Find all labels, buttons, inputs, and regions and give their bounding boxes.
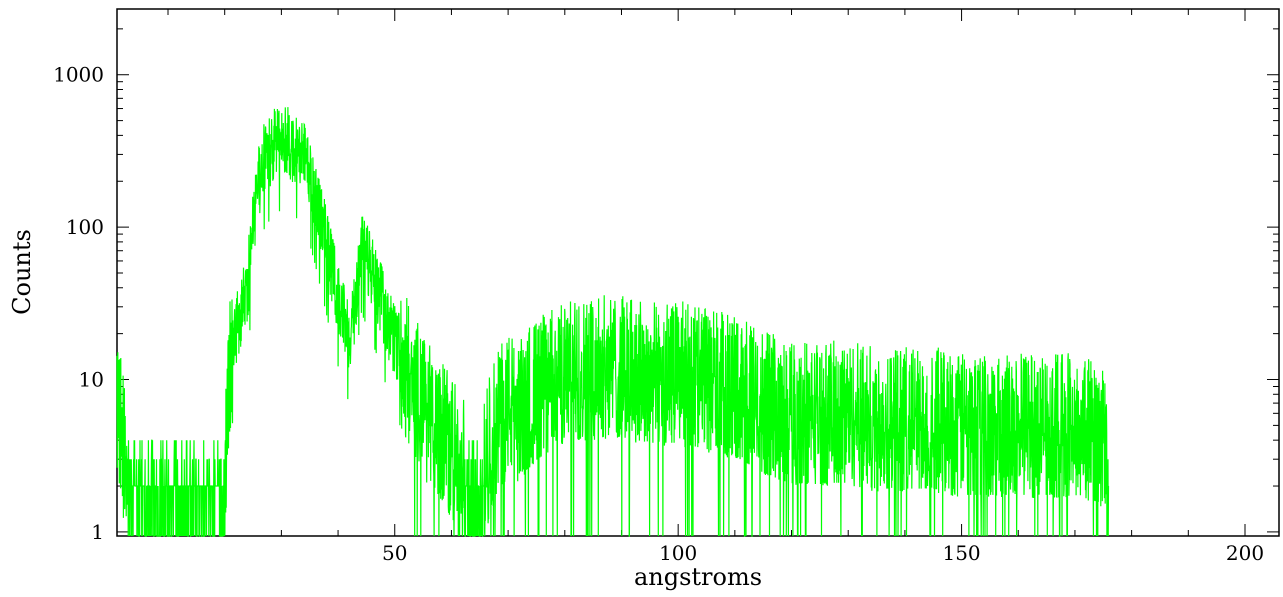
y-tick-label: 1000 <box>53 63 104 87</box>
y-tick-label: 1 <box>91 520 104 544</box>
x-tick-label: 50 <box>382 541 407 565</box>
series-line-0 <box>116 107 1110 537</box>
y-axis-label: Counts <box>8 229 36 315</box>
series-layer <box>116 107 1110 537</box>
axis-tick-labels: 50 100 150 200 1 10 100 1000 <box>53 63 1264 565</box>
x-tick-label: 150 <box>942 541 980 565</box>
y-tick-label: 100 <box>66 215 104 239</box>
y-tick-label: 10 <box>79 368 104 392</box>
x-tick-label: 200 <box>1226 541 1264 565</box>
x-axis-label: angstroms <box>634 563 762 591</box>
axis-ticks <box>117 9 1279 536</box>
x-tick-label: 100 <box>659 541 697 565</box>
